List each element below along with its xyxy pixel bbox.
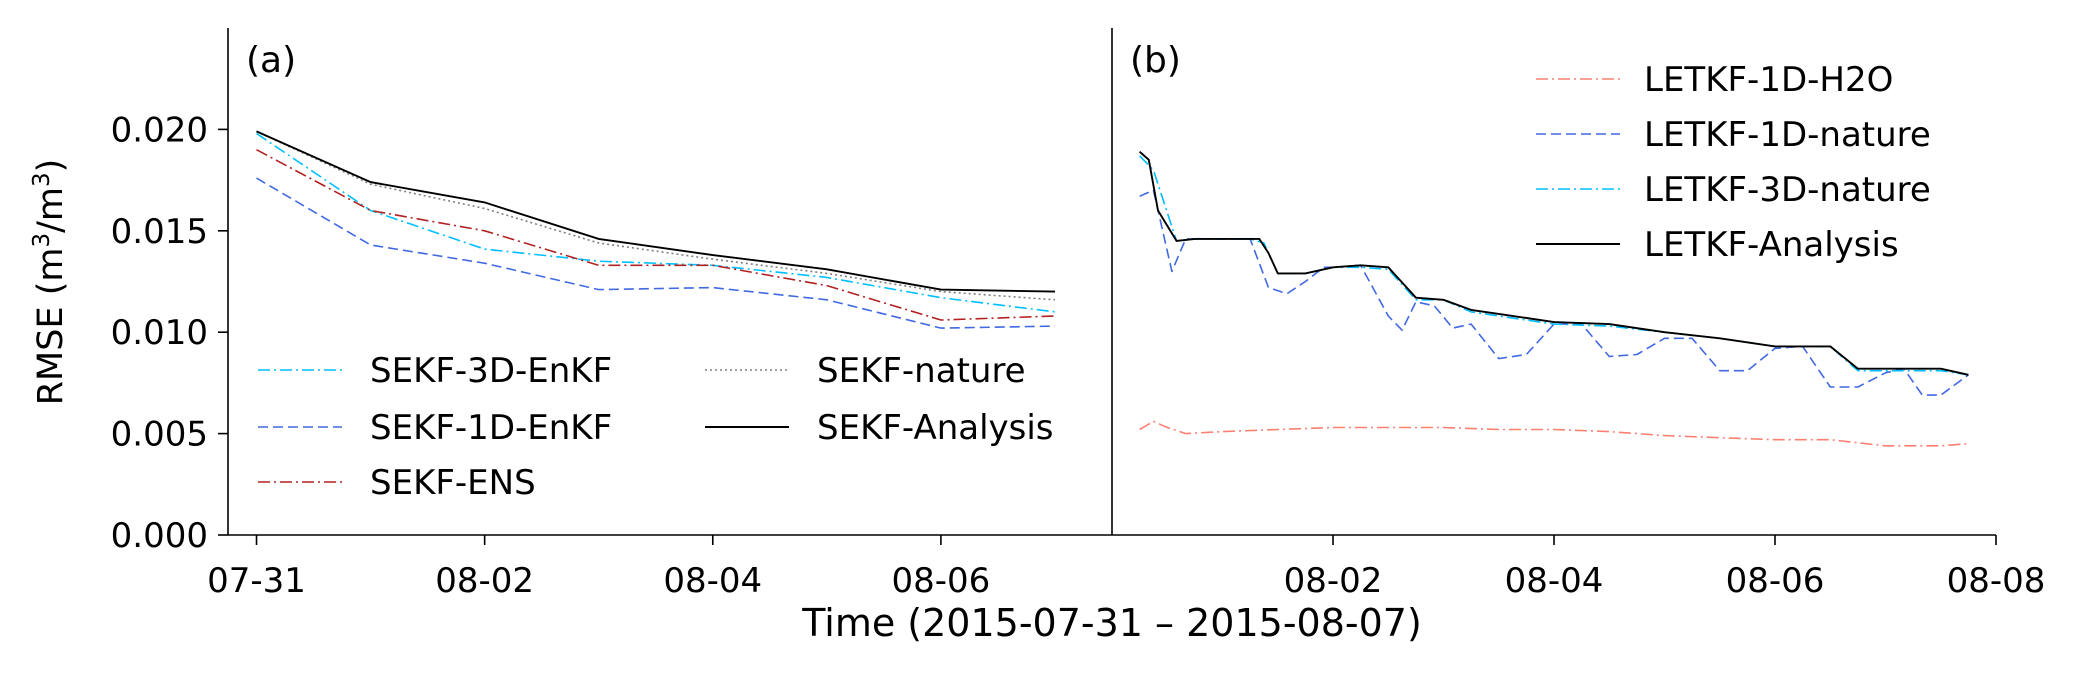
panel-a-series (256, 130, 1056, 329)
panel-a-x-ticks: 07-31 08-02 08-04 08-06 (207, 535, 990, 601)
x-tick-label: 08-06 (1726, 561, 1825, 601)
panel-a-legend: SEKF-3D-EnKF SEKF-1D-EnKF SEKF-ENS SEKF-nat… (258, 351, 1054, 503)
x-axis-label: Time (2015-07-31 – 2015-08-07) (801, 601, 1422, 645)
x-tick-label: 07-31 (207, 561, 306, 601)
series-line-letkf-analysis (1138, 150, 1969, 376)
panel-b: (b) 08-02 08-04 08-06 08-08 LETKF-1D-H2OLET… (1111, 28, 2046, 601)
series-line-letkf-1d-nature (1139, 189, 1969, 396)
y-tick-label: 0.020 (111, 110, 208, 150)
series-line-sekf-analysis (256, 130, 1056, 293)
legend-entry: SEKF-Analysis (817, 408, 1054, 448)
panel-b-legend: LETKF-1D-H2O LETKF-1D-nature LETKF-3D-natu… (1536, 60, 1931, 265)
panel-a-label: (a) (246, 40, 296, 81)
panel-b-label: (b) (1130, 40, 1181, 81)
series-line-sekf-nature (256, 130, 1056, 301)
series-line-sekf-1d-enkf (256, 177, 1056, 329)
y-tick-label: 0.000 (111, 516, 208, 556)
panel-a-y-ticks: 0.000 0.005 0.010 0.015 0.020 (111, 110, 228, 556)
legend-entry: SEKF-3D-EnKF (370, 351, 612, 391)
series-line-letkf-1d-h2o (1139, 420, 1969, 447)
legend-entry: LETKF-Analysis (1644, 225, 1899, 265)
legend-entry: LETKF-3D-nature (1644, 170, 1931, 210)
y-tick-label: 0.010 (111, 313, 208, 353)
panel-a: (a) 0.000 0.005 0.010 0.015 0.020 07-31 08-02… (111, 28, 1112, 601)
panel-b-x-ticks: 08-02 08-04 08-06 08-08 (1284, 535, 2046, 601)
x-tick-label: 08-02 (1284, 561, 1383, 601)
series-line-sekf-ens (256, 148, 1056, 321)
legend-entry: SEKF-ENS (370, 463, 536, 503)
y-tick-label: 0.005 (111, 415, 208, 455)
x-tick-label: 08-02 (435, 561, 534, 601)
series-line-sekf-3d-enkf (256, 132, 1056, 313)
legend-entry: SEKF-1D-EnKF (370, 408, 612, 448)
legend-entry: SEKF-nature (817, 351, 1026, 391)
x-tick-label: 08-06 (892, 561, 991, 601)
x-tick-label: 08-04 (1505, 561, 1604, 601)
x-tick-label: 08-04 (663, 561, 762, 601)
y-tick-label: 0.015 (111, 212, 208, 252)
legend-entry: LETKF-1D-H2O (1644, 60, 1893, 100)
panel-b-series (1138, 150, 1969, 447)
y-axis-label: RMSE (m3/m3) (29, 159, 71, 406)
x-tick-label: 08-08 (1947, 561, 2046, 601)
legend-entry: LETKF-1D-nature (1644, 115, 1931, 155)
